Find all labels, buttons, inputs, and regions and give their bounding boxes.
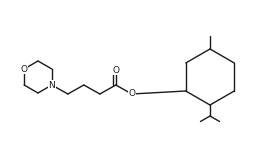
Text: O: O	[112, 66, 119, 75]
Text: O: O	[128, 89, 135, 99]
Text: N: N	[48, 81, 55, 89]
Text: O: O	[21, 65, 28, 73]
